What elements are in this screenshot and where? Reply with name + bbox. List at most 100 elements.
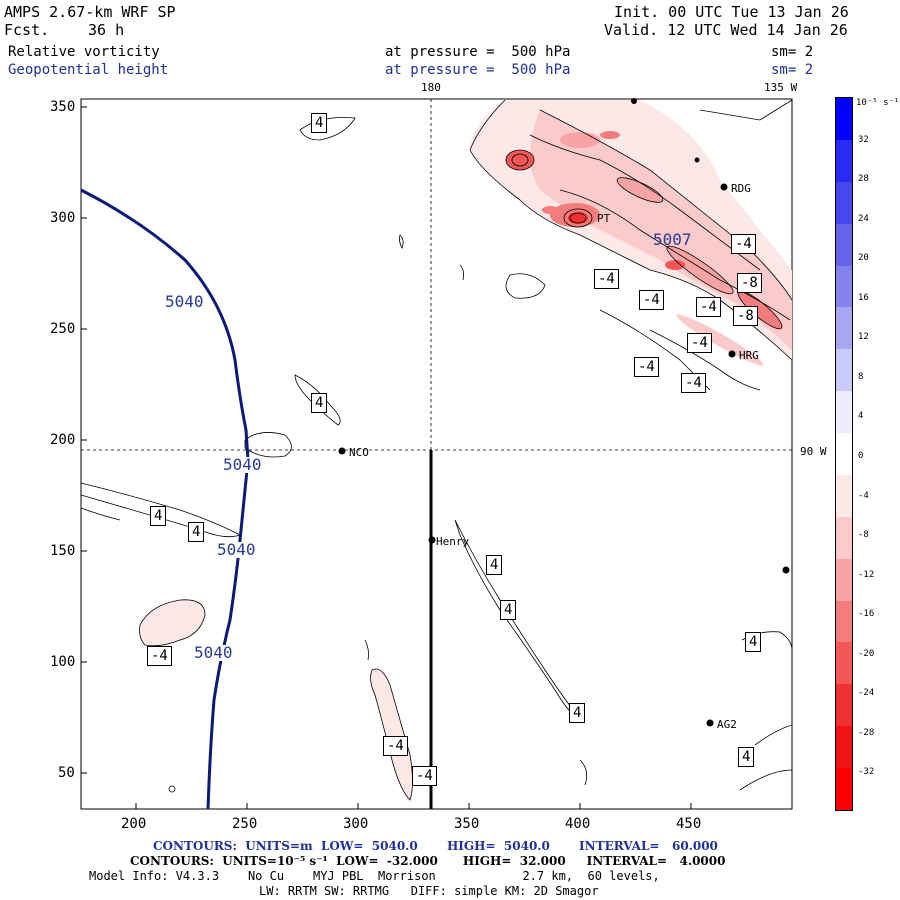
colorbar-tick-label: -32 — [858, 767, 875, 778]
model-info-physics: LW: RRTM SW: RRTMG DIFF: simple KM: 2D S… — [259, 884, 599, 898]
x-tick-label: 250 — [232, 816, 258, 832]
vorticity-label: -4 — [147, 646, 172, 666]
colorbar-tick-label: -16 — [858, 609, 875, 620]
y-tick-label: 200 — [50, 432, 76, 448]
height-contour-label: 5040 — [217, 540, 256, 559]
vorticity-label: 4 — [311, 393, 328, 413]
colorbar-unit: 10⁻⁵ s⁻¹ — [856, 98, 900, 108]
colorbar-tick-label: -12 — [858, 569, 875, 580]
station-hrg-label: HRG — [739, 349, 759, 362]
colorbar-tick-label: 24 — [858, 213, 869, 224]
colorbar-tick-label: 28 — [858, 174, 869, 185]
colorbar-tick-label: 4 — [858, 411, 864, 422]
vorticity-label: 4 — [486, 555, 503, 575]
colorbar-cell — [836, 307, 852, 350]
colorbar-cell — [836, 768, 852, 810]
vorticity-label: 4 — [188, 522, 205, 542]
colorbar-tick-label: -28 — [858, 727, 875, 738]
vorticity-label: -4 — [639, 290, 664, 310]
colorbar-cell — [836, 265, 852, 308]
colorbar-cell — [836, 223, 852, 266]
colorbar-tick-label: -24 — [858, 688, 875, 699]
vorticity-label: -4 — [412, 766, 437, 786]
field2-name: Geopotential height — [8, 62, 169, 78]
x-tick-label: 400 — [565, 816, 591, 832]
station-ag2-marker — [706, 719, 714, 727]
station-markers — [338, 98, 790, 727]
vorticity-shading-misc — [139, 599, 413, 801]
station-nco-label: NCO — [349, 446, 369, 459]
colorbar-cell — [836, 474, 852, 517]
x-tick-label: 450 — [676, 816, 702, 832]
vorticity-label: -8 — [737, 273, 762, 293]
height-contour-label: 5040 — [223, 455, 262, 474]
colorbar-cell — [836, 139, 852, 182]
contours-info-vorticity: CONTOURS: UNITS=10⁻⁵ s⁻¹ LOW= -32.000 HI… — [130, 854, 726, 868]
field1-level: at pressure = 500 hPa — [385, 44, 571, 60]
model-title: AMPS 2.67-km WRF SP — [4, 3, 176, 21]
vorticity-label: -8 — [733, 306, 758, 326]
station-henry-label: Henry — [436, 535, 470, 548]
vorticity-label: 4 — [500, 600, 517, 620]
lon-label-180: 180 — [421, 81, 441, 94]
model-info: Model Info: V4.3.3 No Cu MYJ PBL Morriso… — [89, 869, 660, 883]
contours-info-height: CONTOURS: UNITS=m LOW= 5040.0 HIGH= 5040… — [153, 839, 718, 853]
vorticity-label: 4 — [311, 113, 328, 133]
colorbar-tick-label: 0 — [858, 451, 864, 461]
colorbar-cell — [836, 600, 852, 643]
colorbar-tick-label: -20 — [858, 648, 875, 659]
forecast-label: Fcst. — [4, 21, 50, 39]
forecast-value: 36 h — [88, 21, 125, 39]
height-contour-5040 — [80, 188, 250, 810]
colorbar-cell — [836, 98, 852, 140]
vorticity-label: -4 — [696, 297, 721, 317]
colorbar-tick-label: 12 — [858, 332, 869, 343]
init-time: Init. 00 UTC Tue 13 Jan 26 — [614, 3, 849, 21]
x-tick-label: 350 — [454, 816, 480, 832]
field2-level: at pressure = 500 hPa — [385, 62, 571, 78]
valid-time: Valid. 12 UTC Wed 14 Jan 26 — [604, 21, 848, 39]
field1-smoothing: sm= 2 — [771, 44, 814, 60]
colorbar-tick-label: 20 — [858, 253, 869, 264]
y-tick-label: 250 — [50, 321, 76, 337]
colorbar-tick-label: 32 — [858, 134, 869, 145]
vorticity-label: 4 — [569, 703, 586, 723]
vorticity-label: 4 — [150, 506, 167, 526]
y-tick-label: 350 — [50, 99, 76, 115]
vorticity-label: -4 — [383, 736, 408, 756]
height-contour-label: 5007 — [653, 230, 692, 249]
negative-vorticity-shading — [470, 100, 792, 366]
station-nco-marker — [338, 447, 346, 455]
station-ag2-label: AG2 — [717, 718, 737, 731]
colorbar-cell — [836, 516, 852, 559]
vorticity-label: -4 — [681, 373, 706, 393]
y-tick-label: 50 — [58, 765, 75, 781]
y-tick-label: 300 — [50, 210, 76, 226]
station-small-marker — [694, 157, 700, 163]
station-rdg-marker — [720, 183, 728, 191]
station-hrg-marker — [728, 350, 736, 358]
station-rdg-label: RDG — [731, 182, 751, 195]
station-edge-marker — [782, 566, 790, 574]
vorticity-label: 4 — [745, 632, 762, 652]
lon-label-135w: 135 W — [764, 81, 798, 94]
colorbar-tick-label: -8 — [858, 530, 869, 541]
y-tick-label: 100 — [50, 654, 76, 670]
vorticity-label: -4 — [731, 234, 756, 254]
colorbar-tick-label: -4 — [858, 490, 869, 501]
colorbar-cell — [836, 642, 852, 685]
x-tick-label: 200 — [121, 816, 147, 832]
vorticity-label: -4 — [634, 357, 659, 377]
station-pt-label: PT — [597, 212, 611, 225]
field1-name: Relative vorticity — [8, 44, 160, 60]
colorbar-cell — [836, 433, 852, 475]
colorbar-cell — [836, 684, 852, 727]
station-henry-marker — [428, 536, 436, 544]
lon-label-90w: 90 W — [800, 445, 827, 458]
colorbar-cell — [836, 391, 852, 433]
vorticity-label: -4 — [687, 333, 712, 353]
station-top-marker — [631, 98, 637, 104]
vorticity-label: 4 — [738, 747, 755, 767]
colorbar-tick-label: 16 — [858, 292, 869, 303]
